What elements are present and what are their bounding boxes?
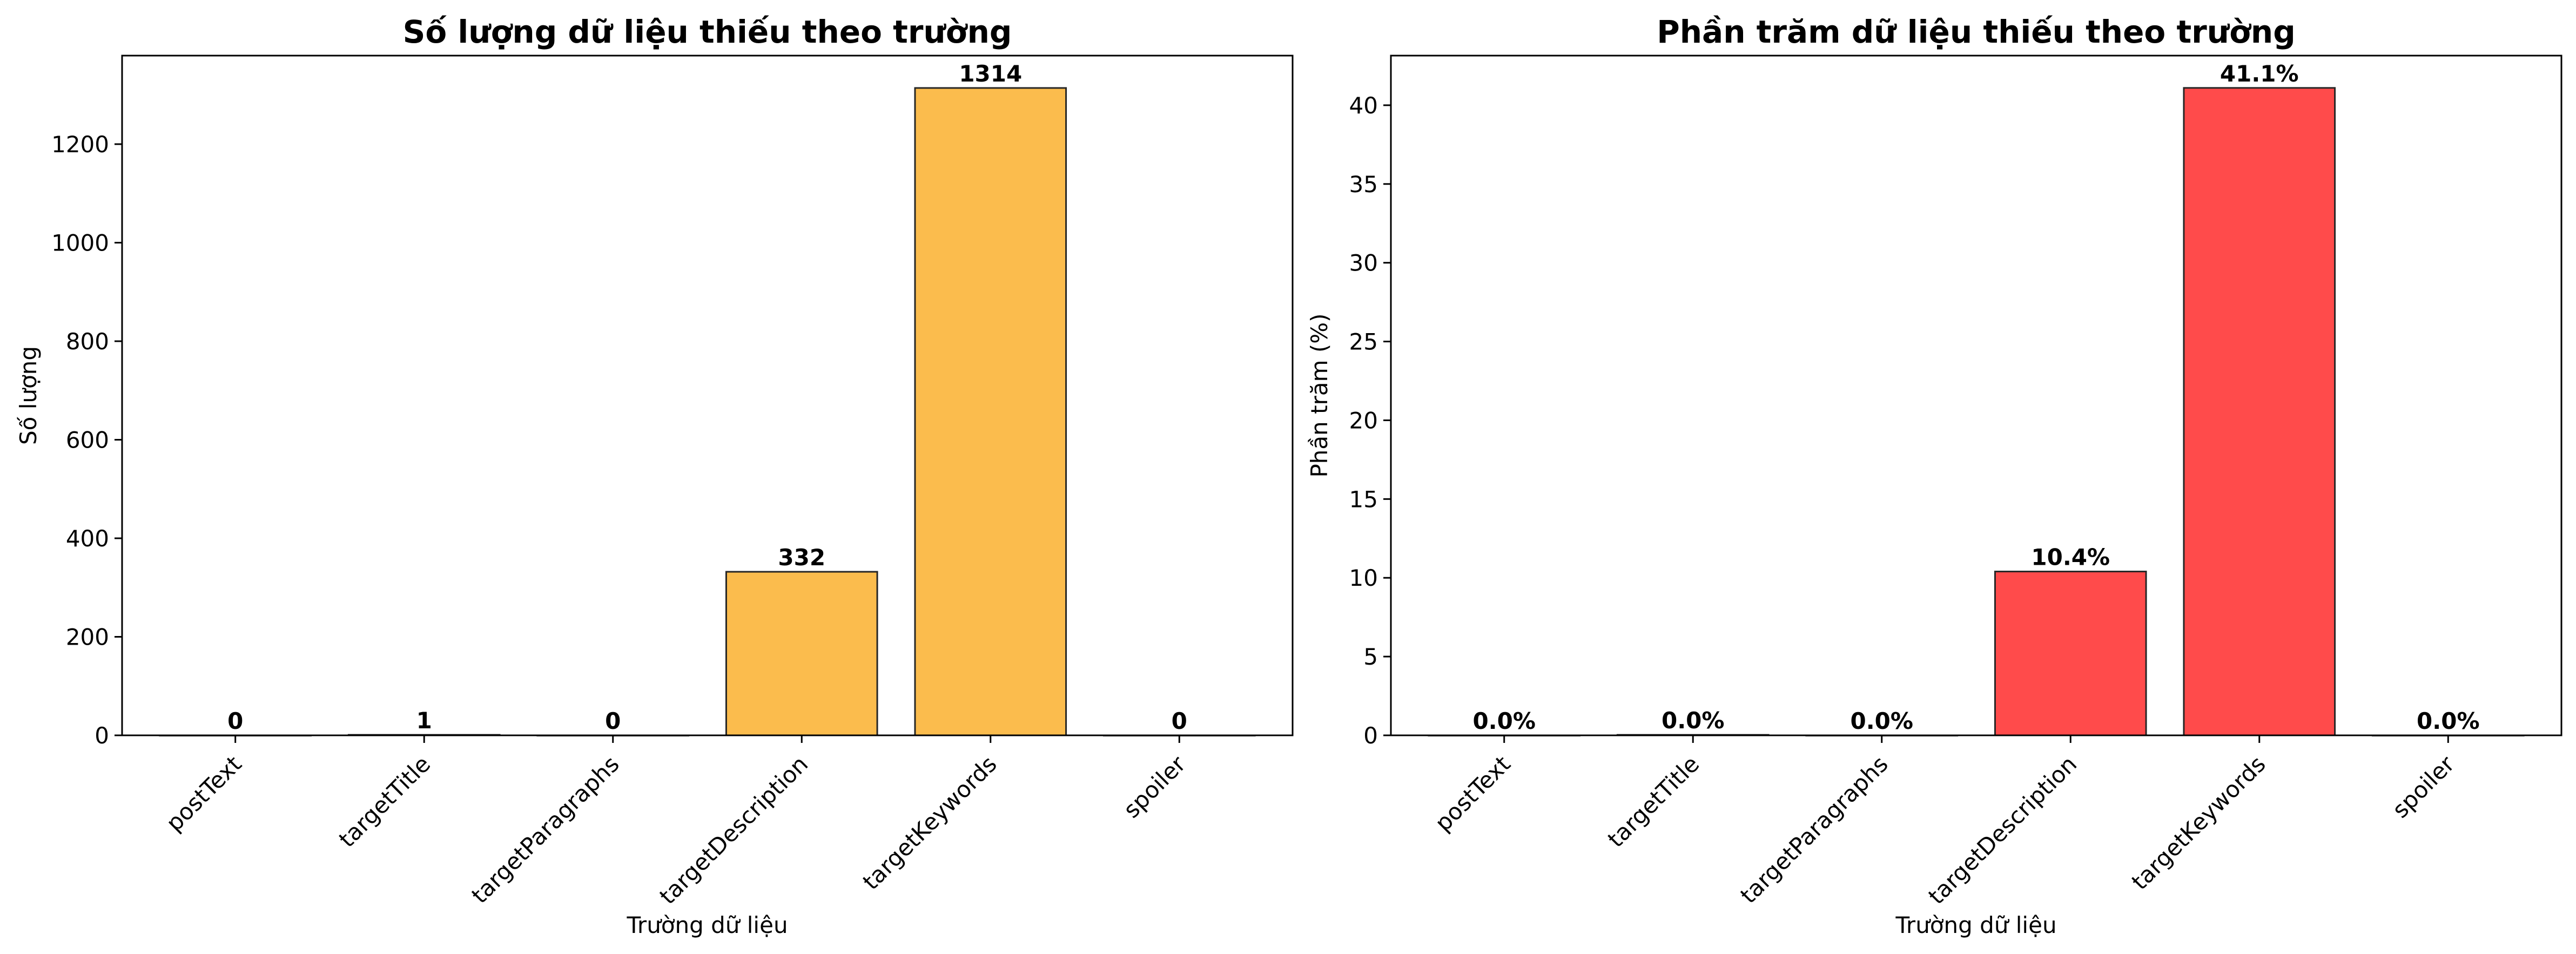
bar-value-label: 0.0%: [2417, 708, 2479, 734]
bar-value-label: 0.0%: [1472, 708, 1535, 734]
bar: [1994, 571, 2147, 736]
x-axis-label: Trường dữ liệu: [626, 912, 788, 938]
bar-value-label: 0: [605, 708, 621, 734]
y-axis-label: Số lượng: [15, 346, 42, 445]
y-tick-label: 10: [1349, 565, 1378, 591]
y-tick-label: 25: [1349, 329, 1378, 355]
bar-value-label: 0: [1172, 708, 1187, 734]
bar-value-label: 1314: [959, 60, 1022, 87]
x-axis-label: Trường dữ liệu: [1895, 912, 2056, 938]
y-tick-label: 20: [1349, 407, 1378, 434]
bar-value-label: 41.1%: [2220, 60, 2299, 87]
y-axis-label: Phần trăm (%): [1306, 313, 1333, 477]
chart-title: Số lượng dữ liệu thiếu theo trường: [403, 13, 1012, 50]
y-tick-label: 35: [1349, 171, 1378, 198]
y-tick-label: 200: [66, 624, 109, 650]
bar: [725, 571, 878, 736]
y-tick-label: 5: [1363, 644, 1378, 670]
y-tick-label: 30: [1349, 250, 1378, 276]
y-tick-label: 600: [66, 427, 109, 453]
y-tick-label: 1000: [51, 229, 109, 256]
y-tick-label: 1200: [51, 131, 109, 158]
plot-frame: [1390, 55, 2562, 736]
y-tick-label: 15: [1349, 486, 1378, 512]
bar-value-label: 10.4%: [2031, 544, 2110, 571]
bar-value-label: 0: [227, 708, 243, 734]
y-tick-label: 0: [1363, 722, 1378, 749]
y-tick-label: 800: [66, 328, 109, 355]
bar-value-label: 0.0%: [1662, 707, 1724, 734]
bar-value-label: 0.0%: [1850, 708, 1913, 734]
bar: [914, 87, 1067, 736]
y-tick-label: 0: [95, 722, 109, 749]
bar-value-label: 1: [416, 707, 432, 734]
chart-title: Phần trăm dữ liệu thiếu theo trường: [1657, 13, 2296, 50]
bar: [2183, 87, 2336, 736]
y-tick-label: 400: [66, 525, 109, 552]
bar-value-label: 332: [778, 544, 825, 571]
plot-frame: [121, 55, 1294, 736]
y-tick-label: 40: [1349, 92, 1378, 119]
